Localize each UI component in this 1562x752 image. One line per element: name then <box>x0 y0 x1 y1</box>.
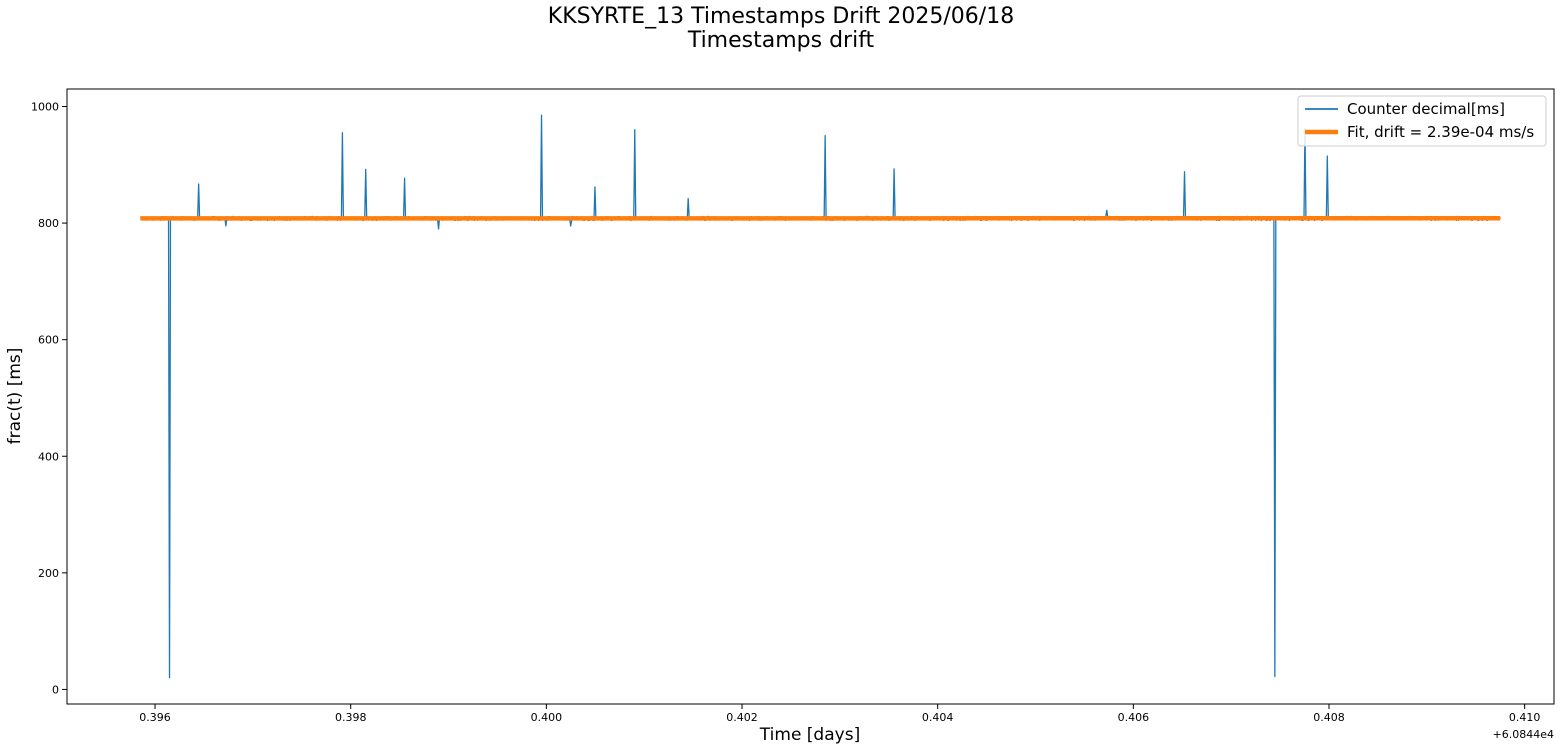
x-tick-label: 0.402 <box>726 711 758 724</box>
x-tick-label: 0.410 <box>1509 711 1541 724</box>
x-offset-label: +6.0844e4 <box>1493 728 1554 741</box>
y-axis-ticks: 0 200 400 600 800 1000 <box>31 100 67 696</box>
x-tick-label: 0.406 <box>1118 711 1150 724</box>
x-tick-label: 0.400 <box>531 711 563 724</box>
x-tick-label: 0.404 <box>922 711 954 724</box>
legend: Counter decimal[ms] Fit, drift = 2.39e-0… <box>1297 95 1547 147</box>
x-tick-label: 0.408 <box>1313 711 1345 724</box>
y-tick-label: 0 <box>52 683 59 696</box>
series-layer <box>140 114 1501 679</box>
legend-label-fit: Fit, drift = 2.39e-04 ms/s <box>1347 123 1534 141</box>
y-tick-label: 800 <box>38 217 59 230</box>
y-tick-label: 600 <box>38 334 59 347</box>
y-tick-label: 400 <box>38 450 59 463</box>
chart-title: KKSYRTE_13 Timestamps Drift 2025/06/18 <box>547 4 1015 29</box>
y-tick-label: 1000 <box>31 100 59 113</box>
series-counter-decimal <box>140 114 1501 679</box>
x-tick-label: 0.398 <box>335 711 367 724</box>
y-tick-label: 200 <box>38 567 59 580</box>
legend-label-counter: Counter decimal[ms] <box>1347 100 1505 118</box>
x-axis-ticks: 0.396 0.398 0.400 0.402 0.404 0.406 0.408 0.410 <box>139 704 1540 724</box>
plot-frame <box>66 88 1555 705</box>
y-axis-label: frac(t) [ms] <box>5 348 25 445</box>
legend-box <box>1297 95 1547 147</box>
x-tick-label: 0.396 <box>139 711 171 724</box>
x-axis-label: Time [days] <box>759 725 860 745</box>
chart-subtitle: Timestamps drift <box>687 28 875 53</box>
